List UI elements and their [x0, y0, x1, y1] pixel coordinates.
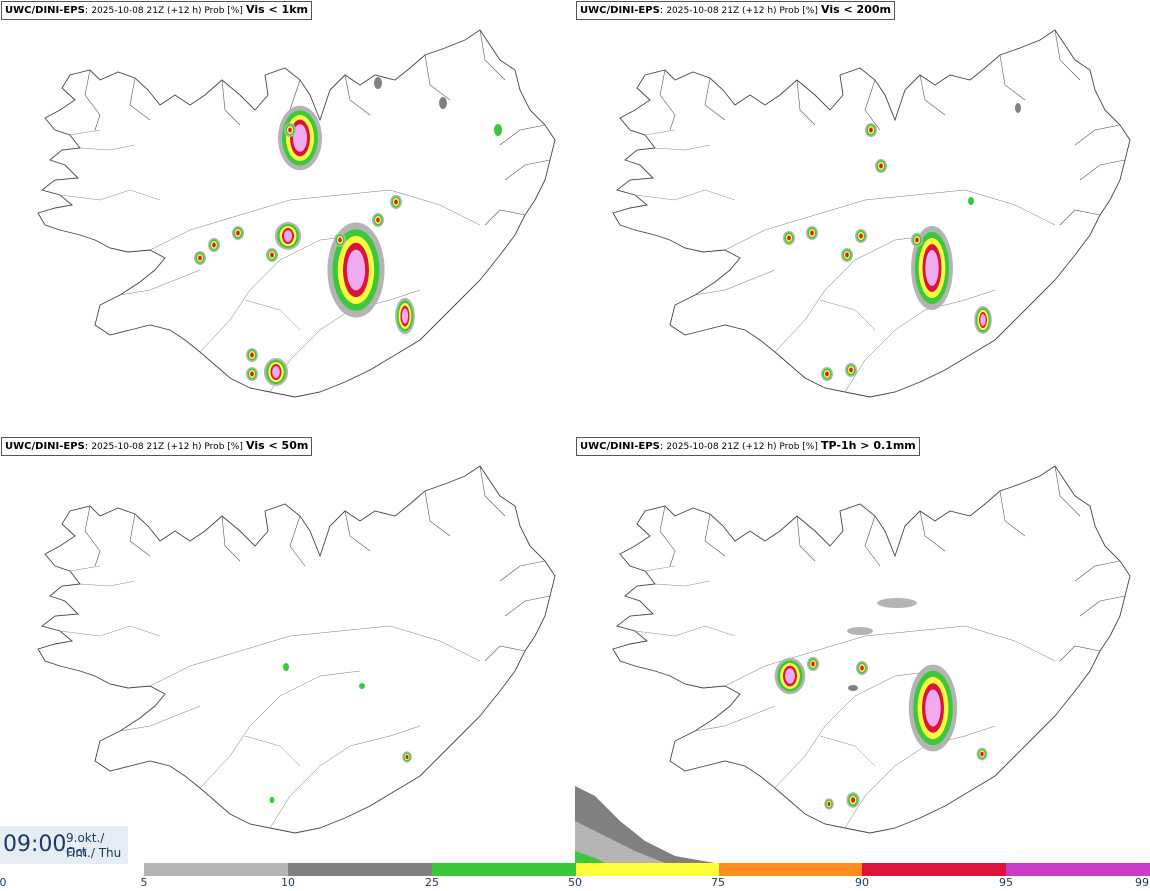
colorbar-segment — [432, 863, 576, 876]
valid-day: Fim./ Thu — [66, 846, 122, 860]
valid-time: 09:00 — [3, 832, 67, 857]
colorbar-tick: 0 — [0, 876, 7, 889]
iceland-map — [575, 465, 1131, 863]
panel-title: UWC/DINI-EPS: 2025-10-08 21Z (+12 h) Pro… — [576, 437, 920, 456]
probability-field — [194, 77, 502, 386]
model-name: UWC/DINI-EPS — [5, 441, 85, 452]
colorbar-tick: 25 — [425, 876, 439, 889]
probability-field — [783, 103, 1021, 381]
panel-title: UWC/DINI-EPS: 2025-10-08 21Z (+12 h) Pro… — [576, 1, 895, 20]
iceland-map — [37, 29, 556, 398]
colorbar-segment — [1006, 863, 1150, 876]
map-panel-vis-1km: UWC/DINI-EPS: 2025-10-08 21Z (+12 h) Pro… — [0, 0, 575, 436]
iceland-map — [37, 465, 556, 834]
parameter: TP-1h > 0.1mm — [821, 439, 916, 452]
colorbar-segment — [719, 863, 862, 876]
colorbar-tick: 75 — [711, 876, 725, 889]
map-panel-vis-200m: UWC/DINI-EPS: 2025-10-08 21Z (+12 h) Pro… — [575, 0, 1150, 436]
colorbar-tick: 99 — [1135, 876, 1149, 889]
model-name: UWC/DINI-EPS — [580, 441, 660, 452]
valid-time-box: 09:00 9.okt./ Oct Fim./ Thu — [0, 826, 128, 864]
probability-field — [269, 663, 412, 803]
model-name: UWC/DINI-EPS — [5, 5, 85, 16]
colorbar-segment — [576, 863, 719, 876]
colorbar-tick: 5 — [140, 876, 148, 889]
map-panel-vis-50m: UWC/DINI-EPS: 2025-10-08 21Z (+12 h) Pro… — [0, 436, 575, 872]
run-meta: 2025-10-08 21Z (+12 h) Prob [%] — [666, 6, 818, 16]
model-name: UWC/DINI-EPS — [580, 5, 660, 16]
panel-title: UWC/DINI-EPS: 2025-10-08 21Z (+12 h) Pro… — [1, 1, 312, 20]
colorbar-tick: 95 — [999, 876, 1013, 889]
run-meta: 2025-10-08 21Z (+12 h) Prob [%] — [666, 442, 818, 452]
panel-title: UWC/DINI-EPS: 2025-10-08 21Z (+12 h) Pro… — [1, 437, 313, 456]
valid-date: 9.okt./ Oct — [66, 831, 105, 859]
colorbar-tick: 90 — [855, 876, 869, 889]
run-meta: 2025-10-08 21Z (+12 h) Prob [%] — [91, 442, 243, 452]
colorbar-tick: 50 — [568, 876, 582, 889]
probability-field — [575, 598, 988, 863]
colorbar-segment — [288, 863, 432, 876]
parameter: Vis < 1km — [246, 3, 308, 16]
map-panel-tp-1h: UWC/DINI-EPS: 2025-10-08 21Z (+12 h) Pro… — [575, 436, 1150, 872]
run-meta: 2025-10-08 21Z (+12 h) Prob [%] — [91, 6, 243, 16]
parameter: Vis < 200m — [821, 3, 891, 16]
colorbar-segment — [144, 863, 288, 876]
iceland-map — [612, 29, 1131, 398]
colorbar-tick: 10 — [281, 876, 295, 889]
parameter: Vis < 50m — [246, 439, 309, 452]
colorbar-segment — [862, 863, 1006, 876]
